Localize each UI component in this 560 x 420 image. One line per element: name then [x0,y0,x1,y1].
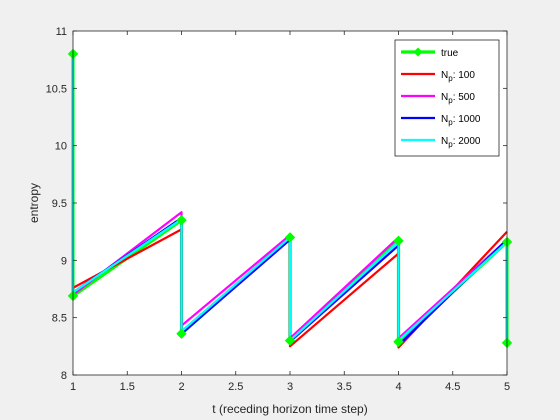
x-axis-label: t (receding horizon time step) [212,402,367,416]
x-tick-label: 3 [287,381,293,393]
data-point-marker [284,232,296,243]
legend-label-1: Np: 100 [441,70,475,83]
y-tick-label: 10.5 [46,83,67,95]
legend-label-3: Np: 1000 [441,114,481,127]
y-axis-label: entropy [27,183,41,223]
data-point-marker [284,335,296,346]
x-tick-label: 1 [70,381,76,393]
x-tick-label: 1.5 [120,381,135,393]
series-layer [67,48,513,349]
y-tick-label: 8.5 [52,313,67,325]
legend-label-2: Np: 500 [441,92,475,105]
legend-box [394,39,500,157]
legend-label-0: true [441,48,459,59]
x-tick-label: 2 [178,381,184,393]
x-tick-label: 5 [504,381,510,393]
x-tick-label: 4.5 [445,381,460,393]
data-point-marker [176,328,187,339]
y-tick-label: 9.5 [52,198,67,210]
ticks-layer: 1 1.5 2 2.5 3 3.5 4 4.5 5 8 8.5 9 9.5 10 10.5 11 [46,26,510,393]
y-tick-label: 8 [61,370,67,382]
x-tick-label: 4 [395,381,401,393]
y-tick-label: 11 [56,26,67,38]
data-point-marker [393,336,404,347]
legend-label-4: Np: 2000 [441,136,481,149]
data-point-marker [393,235,404,247]
y-tick-label: 9 [61,255,67,267]
legend-marker [413,47,423,57]
x-tick-label: 2.5 [228,381,243,393]
series-line-4 [71,53,509,343]
data-point-marker [176,214,187,226]
y-tick-label: 10 [55,141,67,153]
legend: true Np: 100 Np: 500 Np: 1000 Np: 2000 [394,39,500,157]
x-tick-label: 3.5 [337,381,352,393]
